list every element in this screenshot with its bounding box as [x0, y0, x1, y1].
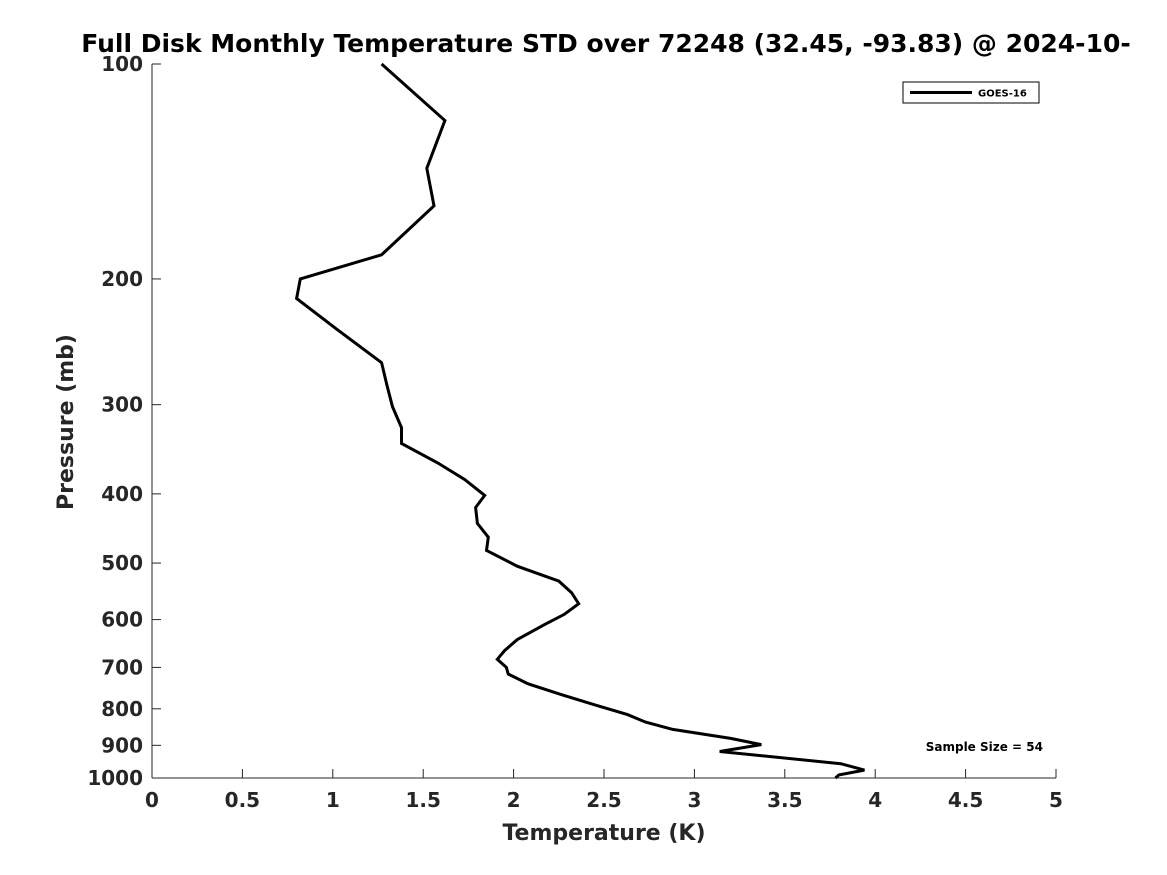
- x-axis-label: Temperature (K): [502, 821, 705, 846]
- y-tick-label: 100: [101, 52, 143, 76]
- y-tick-label: 500: [101, 551, 143, 575]
- y-tick-label: 800: [101, 697, 143, 721]
- y-tick-label: 200: [101, 267, 143, 291]
- x-axis-ticks: 0 0.5 1 1.5 2 2.5 3 3.5 4 4.5 5: [145, 769, 1063, 812]
- sample-size-annotation: Sample Size = 54: [926, 740, 1043, 754]
- y-axis-label: Pressure (mb): [54, 334, 79, 510]
- x-tick-label: 3: [687, 788, 701, 812]
- x-tick-label: 0: [145, 788, 159, 812]
- y-tick-label: 900: [101, 733, 143, 757]
- x-tick-label: 2: [507, 788, 521, 812]
- legend-label-goes-16: GOES-16: [978, 89, 1027, 100]
- x-tick-label: 2.5: [586, 788, 621, 812]
- x-tick-label: 5: [1049, 788, 1063, 812]
- x-tick-label: 1.5: [405, 788, 440, 812]
- series-lines: [294, 62, 865, 780]
- y-tick-label: 700: [101, 655, 143, 679]
- y-tick-label: 600: [101, 608, 143, 632]
- y-tick-label: 1000: [87, 766, 143, 790]
- x-tick-label: 1: [326, 788, 340, 812]
- axes: [151, 64, 1056, 779]
- x-tick-label: 4.5: [948, 788, 983, 812]
- y-axis-ticks: 100 200 300 400 500 600 700 800 900 1000: [87, 52, 161, 790]
- chart-title: Full Disk Monthly Temperature STD over 7…: [81, 29, 1130, 58]
- series-line-goes-16: [294, 62, 865, 780]
- x-tick-label: 3.5: [767, 788, 802, 812]
- legend: GOES-16: [902, 81, 1040, 104]
- y-tick-label: 400: [101, 482, 143, 506]
- x-tick-label: 4: [868, 788, 882, 812]
- x-tick-label: 0.5: [225, 788, 260, 812]
- y-tick-label: 300: [101, 393, 143, 417]
